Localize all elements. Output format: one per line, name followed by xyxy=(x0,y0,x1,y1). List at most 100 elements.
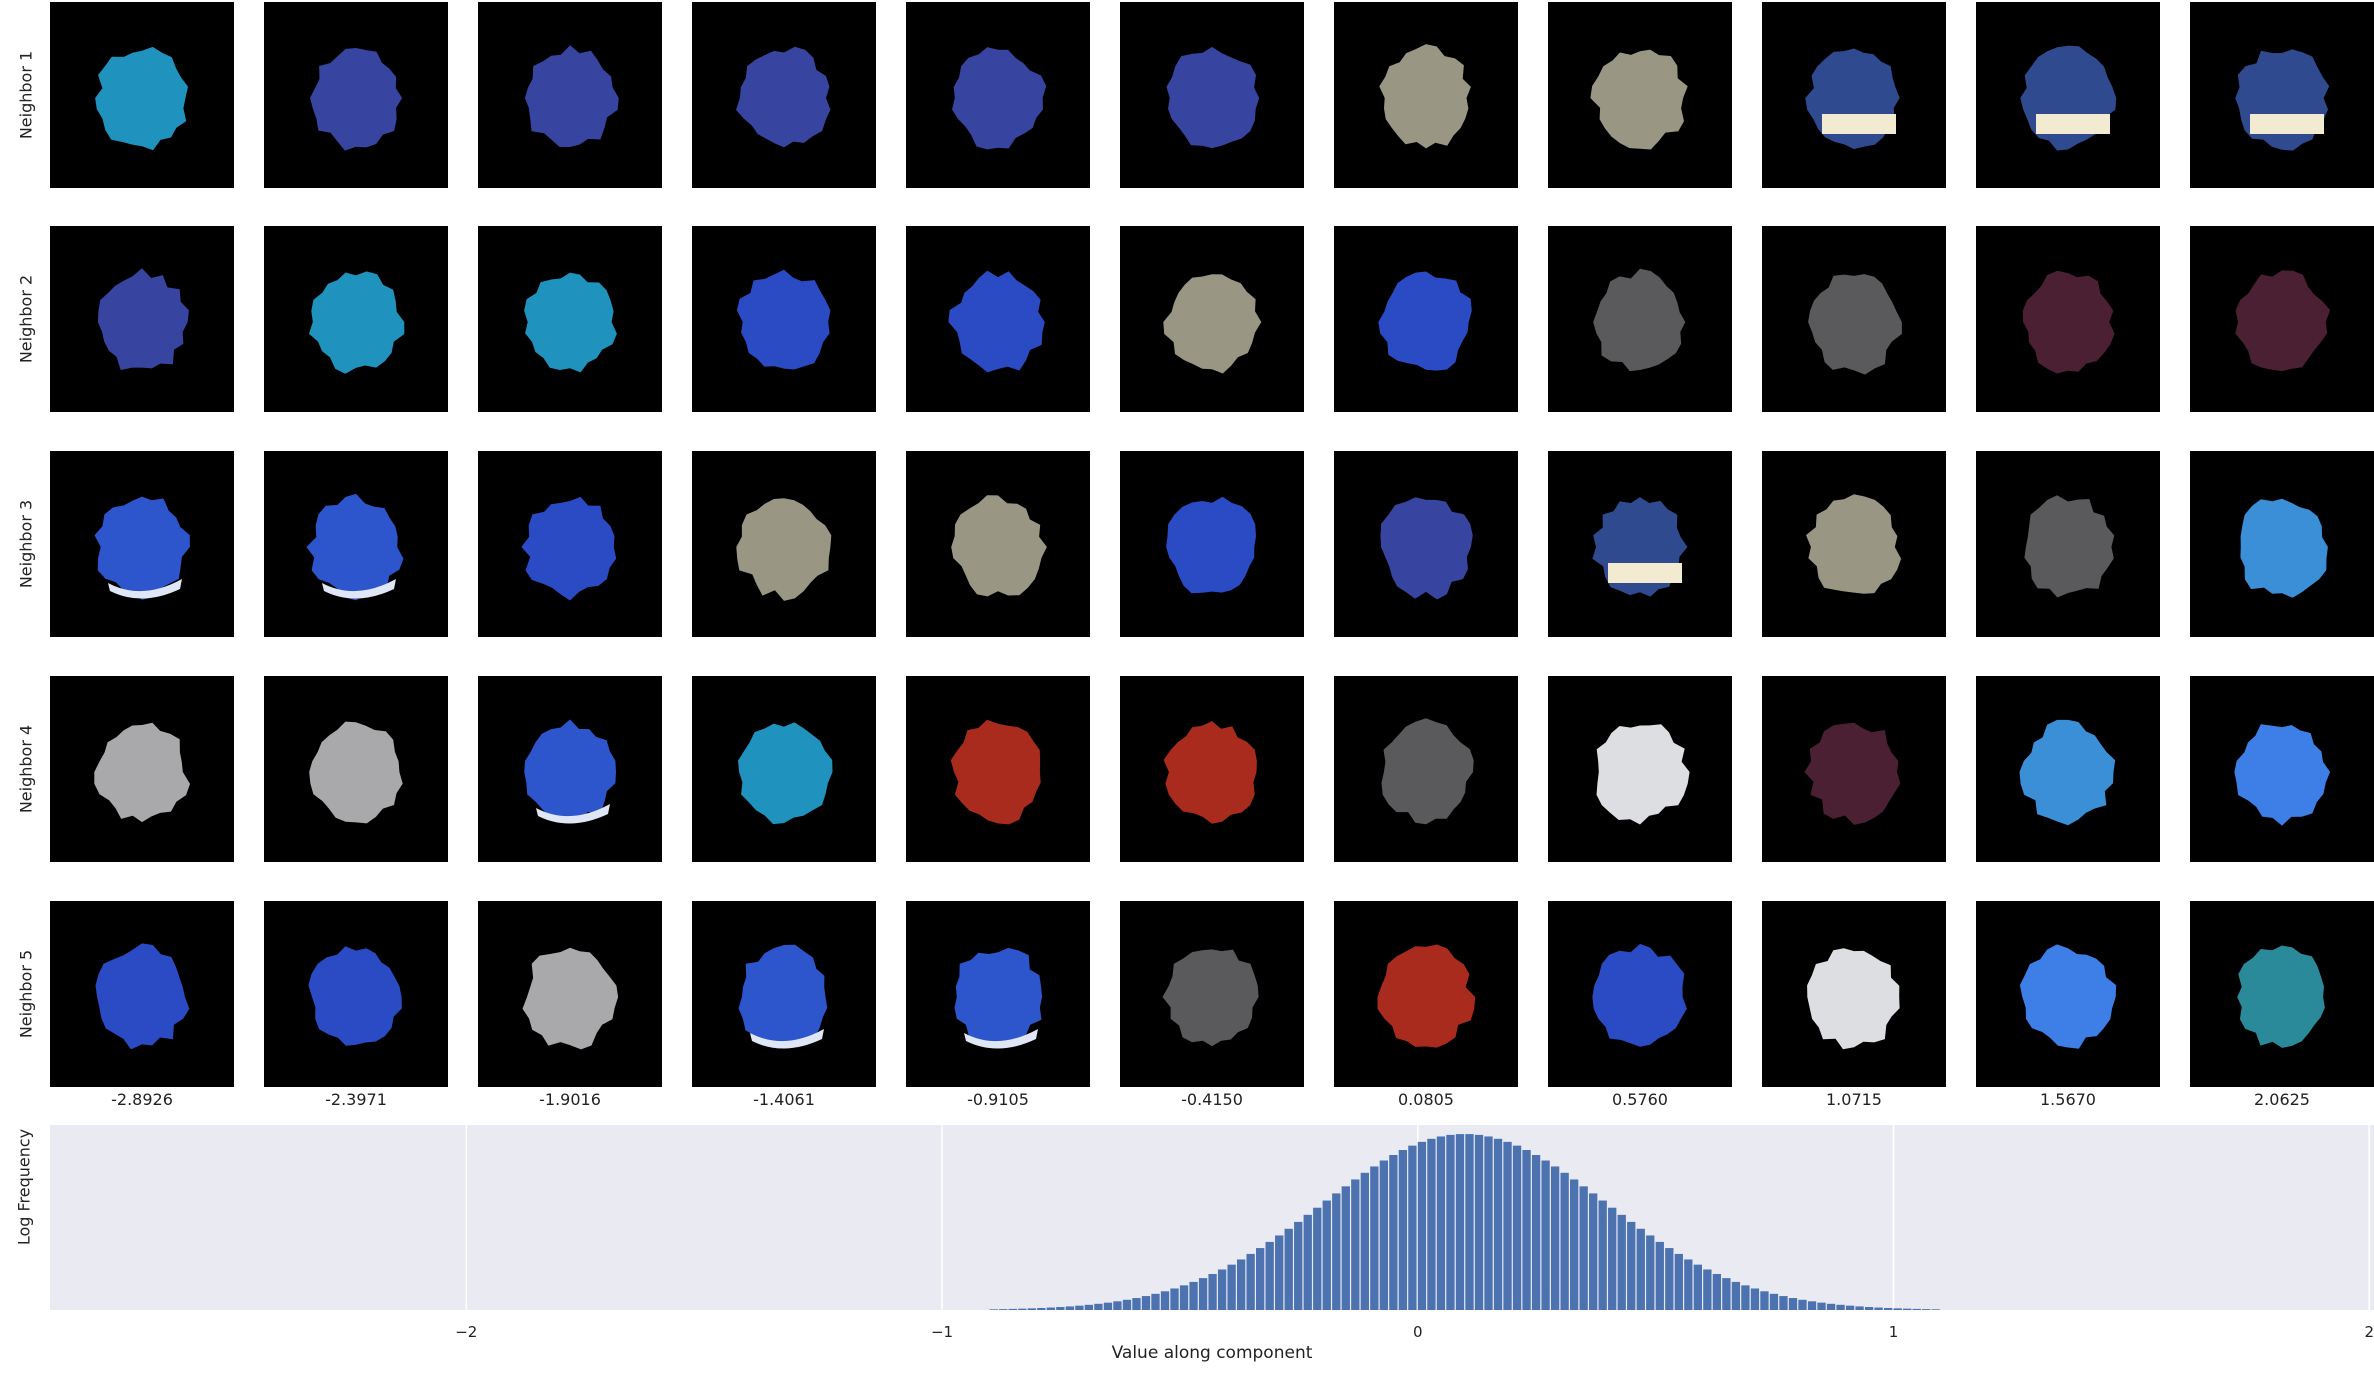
histogram-bar-123 xyxy=(1779,1296,1788,1310)
row-label-neighbor-5: Neighbor 5 xyxy=(16,949,36,1039)
thumbnail-r1-c2 xyxy=(264,2,448,188)
column-label-8: 0.5760 xyxy=(1612,1090,1668,1109)
histogram-bar-52 xyxy=(1103,1302,1113,1310)
thumbnail-blob xyxy=(522,947,619,1050)
histogram-bar-117 xyxy=(1722,1278,1731,1310)
histogram-bar-96 xyxy=(1522,1150,1531,1310)
histogram-bar-74 xyxy=(1313,1207,1322,1310)
thumbnail-r2-c1 xyxy=(50,226,234,412)
histogram-bar-51 xyxy=(1094,1303,1103,1310)
histogram-bar-92 xyxy=(1484,1136,1493,1310)
thumbnail-r3-c8 xyxy=(1548,451,1732,637)
x-tick-label-1: −1 xyxy=(930,1323,954,1341)
thumbnail-blob xyxy=(521,496,617,601)
histogram-bar-72 xyxy=(1294,1221,1303,1310)
thumbnail-r3-c11 xyxy=(2190,451,2374,637)
histogram-bar-106 xyxy=(1617,1214,1626,1310)
thumbnail-blob xyxy=(1807,948,1900,1050)
y-axis-label: Log Frequency xyxy=(14,1128,34,1246)
thumbnail-blob xyxy=(1805,48,1900,150)
histogram-bar-97 xyxy=(1531,1155,1541,1310)
histogram-bar-41 xyxy=(999,1309,1008,1310)
histogram-bar-82 xyxy=(1389,1155,1398,1310)
thumbnail-blob xyxy=(1592,943,1687,1047)
histogram-bar-89 xyxy=(1455,1134,1465,1310)
thumbnail-r4-c9 xyxy=(1762,676,1946,862)
row-label-neighbor-2: Neighbor 2 xyxy=(16,274,36,364)
thumbnail-r2-c7 xyxy=(1334,226,1518,412)
thumbnail-blob xyxy=(95,943,190,1050)
histogram-bar-98 xyxy=(1541,1160,1550,1310)
thumbnail-blob xyxy=(94,496,190,600)
thumbnail-r5-c7 xyxy=(1334,901,1518,1087)
histogram-bar-104 xyxy=(1598,1200,1607,1310)
thumbnail-r4-c5 xyxy=(906,676,1090,862)
thumbnail-r1-c4 xyxy=(692,2,876,188)
histogram-bar-87 xyxy=(1436,1136,1446,1310)
histogram-bar-48 xyxy=(1065,1306,1075,1310)
thumbnail-r4-c4 xyxy=(692,676,876,862)
row-label-neighbor-1: Neighbor 1 xyxy=(16,50,36,140)
thumbnail-blob xyxy=(1162,949,1259,1047)
histogram-bar-79 xyxy=(1360,1172,1369,1310)
histogram-bar-120 xyxy=(1750,1288,1760,1310)
thumbnail-blob xyxy=(736,498,832,601)
thumbnail-r5-c2 xyxy=(264,901,448,1087)
thumbnail-blob xyxy=(2022,270,2115,374)
thumbnail-r5-c11 xyxy=(2190,901,2374,1087)
thumbnail-r2-c5 xyxy=(906,226,1090,412)
histogram-bar-110 xyxy=(1655,1241,1664,1310)
thumbnail-blob xyxy=(736,46,831,148)
histogram-bar-134 xyxy=(1883,1307,1893,1310)
histogram-bar-50 xyxy=(1084,1304,1094,1310)
histogram-bar-109 xyxy=(1646,1235,1655,1310)
column-label-4: -1.4061 xyxy=(753,1090,815,1109)
histogram-bar-68 xyxy=(1256,1248,1265,1310)
histogram-bar-70 xyxy=(1275,1235,1284,1310)
histogram-bar-43 xyxy=(1018,1308,1027,1310)
thumbnail-blob xyxy=(954,947,1043,1046)
thumbnail-r1-c10 xyxy=(1976,2,2160,188)
thumbnail-blob xyxy=(948,270,1045,373)
thumbnail-blob xyxy=(950,719,1041,825)
histogram-bar-49 xyxy=(1075,1305,1084,1310)
thumbnail-r1-c5 xyxy=(906,2,1090,188)
thumbnail-r3-c6 xyxy=(1120,451,1304,637)
histogram-bar-102 xyxy=(1579,1186,1588,1310)
thumbnail-r3-c4 xyxy=(692,451,876,637)
histogram-bar-107 xyxy=(1627,1221,1636,1310)
histogram-bar-80 xyxy=(1370,1166,1379,1310)
histogram-bar-83 xyxy=(1398,1150,1408,1310)
thumbnail-r4-c1 xyxy=(50,676,234,862)
histogram-bar-115 xyxy=(1703,1269,1712,1310)
row-label-neighbor-4: Neighbor 4 xyxy=(16,724,36,814)
histogram-bar-126 xyxy=(1807,1301,1817,1310)
thumbnail-blob xyxy=(1380,497,1473,600)
histogram-bar-84 xyxy=(1408,1145,1417,1310)
histogram-bar-64 xyxy=(1217,1269,1227,1310)
thumbnail-blob xyxy=(310,48,403,151)
column-label-5: -0.9105 xyxy=(967,1090,1029,1109)
histogram-bar-129 xyxy=(1836,1304,1845,1310)
histogram-bar-93 xyxy=(1493,1138,1503,1310)
x-tick-label-3: 1 xyxy=(1888,1323,1899,1341)
thumbnail-blob xyxy=(2234,724,2331,826)
histogram-bar-131 xyxy=(1855,1306,1864,1310)
histogram-bar-75 xyxy=(1322,1200,1331,1310)
row-label-neighbor-3: Neighbor 3 xyxy=(16,499,36,589)
thumbnail-r3-c2 xyxy=(264,451,448,637)
thumbnail-blob xyxy=(2024,495,2115,598)
thumbnail-blob xyxy=(1596,724,1690,825)
histogram-bar-42 xyxy=(1008,1308,1017,1310)
histogram-bar-69 xyxy=(1265,1241,1274,1310)
thumbnail-r5-c6 xyxy=(1120,901,1304,1087)
histogram-bar-111 xyxy=(1665,1248,1674,1310)
thumbnail-blob xyxy=(2235,49,2330,151)
thumbnail-r5-c5 xyxy=(906,901,1090,1087)
thumbnail-r3-c7 xyxy=(1334,451,1518,637)
histogram-bar-100 xyxy=(1560,1172,1569,1310)
column-label-2: -2.3971 xyxy=(325,1090,387,1109)
thumbnail-blob xyxy=(1166,496,1256,594)
thumbnail-r3-c5 xyxy=(906,451,1090,637)
